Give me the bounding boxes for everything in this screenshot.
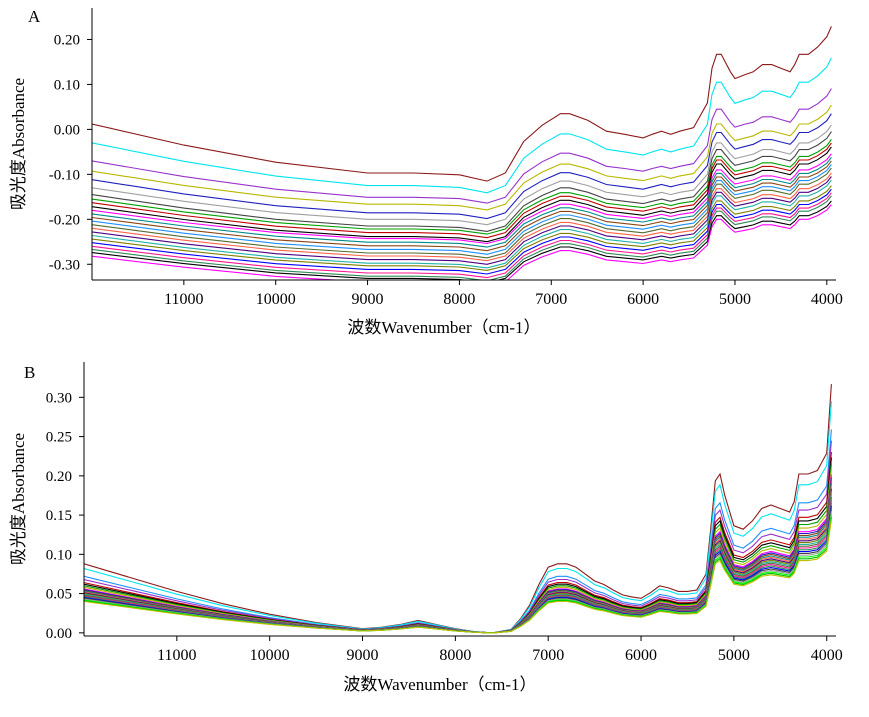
x-axis-label: 波数Wavenumber（cm-1） — [343, 675, 536, 694]
x-tick-label: 5000 — [719, 291, 751, 308]
panel-letter: B — [24, 363, 35, 382]
y-tick-label: 0.05 — [46, 587, 72, 603]
series-line-21 — [84, 508, 832, 634]
x-tick-label: 8000 — [443, 291, 475, 308]
x-tick-label: 10000 — [250, 647, 290, 664]
series-line-18 — [84, 499, 832, 634]
series-line-8 — [92, 138, 832, 235]
series-line-21 — [92, 192, 832, 279]
series-line-18 — [92, 179, 832, 269]
y-tick-label: -0.30 — [49, 257, 80, 273]
series-line-19 — [92, 185, 832, 271]
y-tick-label: 0.20 — [54, 32, 80, 48]
x-tick-label: 6000 — [627, 291, 659, 308]
series-line-22 — [92, 195, 832, 280]
series-group — [84, 384, 832, 634]
series-line-4 — [92, 104, 832, 211]
series-line-20 — [92, 188, 832, 275]
y-tick-label: 0.25 — [46, 430, 72, 446]
x-tick-label: 7000 — [532, 647, 564, 664]
y-tick-label: 0.10 — [54, 77, 80, 93]
series-line-11 — [92, 153, 832, 245]
y-axis-label: 吸光度Absorbance — [9, 433, 28, 565]
series-line-23 — [92, 200, 832, 280]
x-tick-label: 5000 — [718, 647, 750, 664]
x-tick-label: 10000 — [256, 291, 296, 308]
y-tick-label: 0.00 — [54, 122, 80, 138]
panel-letter: A — [28, 7, 41, 26]
y-tick-label: -0.10 — [49, 167, 80, 183]
y-axis-label: 吸光度Absorbance — [9, 78, 28, 210]
series-line-6 — [92, 124, 832, 226]
series-line-1 — [92, 26, 832, 182]
series-line-25 — [84, 519, 832, 634]
series-line-2 — [84, 401, 832, 634]
series-line-4 — [84, 440, 832, 634]
x-tick-label: 11000 — [157, 647, 196, 664]
series-line-15 — [92, 167, 832, 259]
x-tick-label: 9000 — [347, 647, 379, 664]
series-line-13 — [92, 160, 832, 252]
y-tick-label: 0.30 — [46, 390, 72, 406]
panel-a: 11000 10000 9000 8000 7000 6000 5000 4000 0.20 0.… — [9, 7, 843, 337]
series-line-2 — [92, 57, 832, 194]
x-tick-label: 8000 — [439, 647, 471, 664]
series-line-3 — [84, 429, 832, 634]
y-tick-label: 0.15 — [46, 508, 72, 524]
series-line-12 — [92, 156, 832, 248]
series-line-16 — [84, 494, 832, 634]
y-tick-label: 0.20 — [46, 469, 72, 485]
series-line-1 — [84, 384, 832, 634]
series-line-17 — [92, 176, 832, 265]
x-tick-label: 4000 — [811, 291, 843, 308]
x-tick-label: 7000 — [535, 291, 567, 308]
series-line-9 — [92, 142, 832, 239]
series-line-5 — [84, 451, 832, 634]
series-line-10 — [92, 146, 832, 243]
series-line-14 — [92, 164, 832, 255]
series-line-5 — [92, 113, 832, 220]
panel-b: 11000 10000 9000 8000 7000 6000 5000 4000 0.30 0.… — [9, 362, 843, 694]
x-tick-label: 11000 — [164, 291, 203, 308]
series-group — [92, 26, 832, 280]
x-axis-label: 波数Wavenumber（cm-1） — [347, 318, 540, 337]
y-tick-label: -0.20 — [49, 212, 80, 228]
series-line-24 — [92, 204, 832, 280]
x-tick-label: 4000 — [811, 647, 843, 664]
series-line-16 — [92, 172, 832, 262]
series-line-7 — [92, 131, 832, 232]
y-tick-label: 0.00 — [46, 626, 72, 642]
x-tick-label: 9000 — [352, 291, 384, 308]
series-line-3 — [92, 88, 832, 204]
x-tick-label: 6000 — [625, 647, 657, 664]
y-tick-label: 0.10 — [46, 547, 72, 563]
